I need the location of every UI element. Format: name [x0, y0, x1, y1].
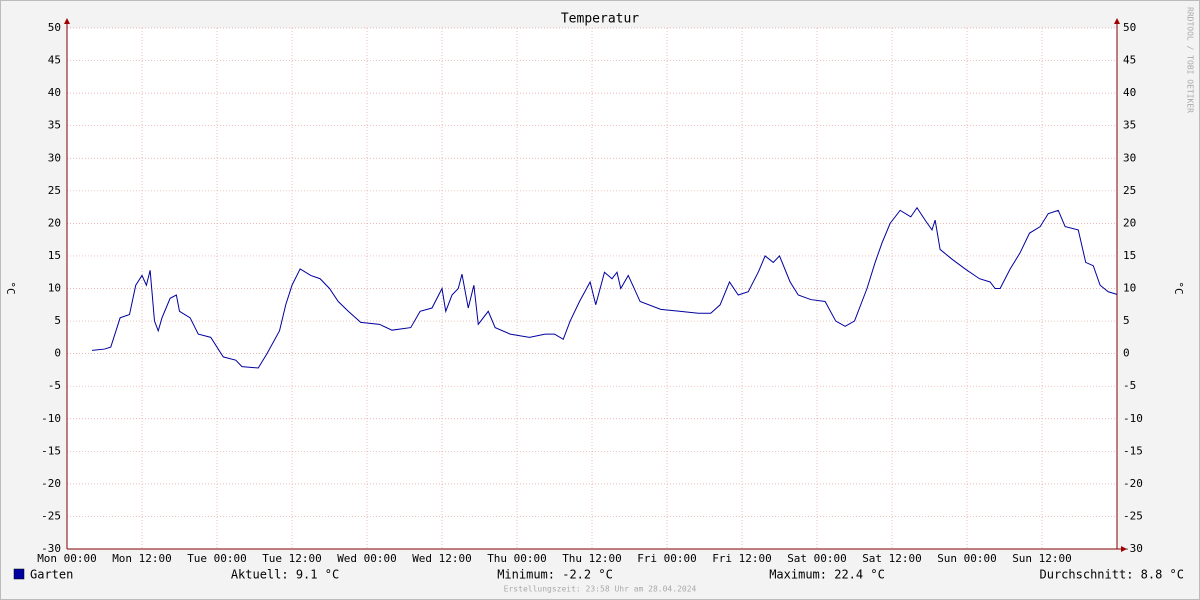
axis-arrow — [64, 18, 70, 24]
y2-tick-label: 20 — [1123, 216, 1136, 229]
y2-tick-label: 15 — [1123, 249, 1136, 262]
y2-tick-label: 25 — [1123, 184, 1136, 197]
legend-entry: Garten — [30, 568, 73, 582]
x-tick-label: Mon 00:00 — [37, 552, 97, 565]
y-tick-label: 10 — [48, 282, 61, 295]
y-tick-label: 45 — [48, 54, 61, 67]
y-axis-label: °C — [4, 281, 17, 294]
y2-tick-label: -30 — [1123, 542, 1143, 555]
y-tick-label: 25 — [48, 184, 61, 197]
y-tick-label: -25 — [41, 509, 61, 522]
y-tick-label: -15 — [41, 444, 61, 457]
y-tick-label: 40 — [48, 86, 61, 99]
y2-axis-label: °C — [1172, 281, 1185, 294]
y-tick-label: 35 — [48, 119, 61, 132]
y-tick-label: 5 — [54, 314, 61, 327]
y-tick-label: -20 — [41, 477, 61, 490]
y-tick-label: -10 — [41, 412, 61, 425]
y-tick-label: 30 — [48, 151, 61, 164]
legend-swatch — [13, 568, 25, 580]
x-tick-label: Thu 00:00 — [487, 552, 547, 565]
y-tick-label: -30 — [41, 542, 61, 555]
watermark: RRDTOOL / TOBI OETIKER — [1186, 7, 1195, 113]
x-tick-label: Sun 12:00 — [1012, 552, 1072, 565]
stat: Aktuell: 9.1 °C — [231, 568, 339, 582]
y2-tick-label: 40 — [1123, 86, 1136, 99]
y2-tick-label: -10 — [1123, 412, 1143, 425]
x-tick-label: Thu 12:00 — [562, 552, 622, 565]
x-tick-label: Sun 00:00 — [937, 552, 997, 565]
y2-tick-label: 30 — [1123, 151, 1136, 164]
stat: Maximum: 22.4 °C — [769, 568, 885, 582]
x-tick-label: Wed 00:00 — [337, 552, 397, 565]
y-tick-label: 0 — [54, 347, 61, 360]
x-tick-label: Mon 12:00 — [112, 552, 172, 565]
x-tick-label: Tue 12:00 — [262, 552, 322, 565]
y2-tick-label: -5 — [1123, 379, 1136, 392]
footer: Erstellungszeit: 23:58 Uhr am 28.04.2024 — [504, 585, 697, 594]
x-tick-label: Fri 12:00 — [712, 552, 772, 565]
axis-arrow — [1121, 546, 1127, 552]
x-tick-label: Tue 00:00 — [187, 552, 247, 565]
y-tick-label: -5 — [48, 379, 61, 392]
chart-title: Temperatur — [561, 12, 639, 27]
y2-tick-label: 50 — [1123, 21, 1136, 34]
y2-tick-label: -25 — [1123, 509, 1143, 522]
x-tick-label: Fri 00:00 — [637, 552, 697, 565]
x-tick-label: Sat 00:00 — [787, 552, 847, 565]
y2-tick-label: 10 — [1123, 282, 1136, 295]
stat: Minimum: -2.2 °C — [497, 568, 613, 582]
y-tick-label: 50 — [48, 21, 61, 34]
y2-tick-label: 45 — [1123, 54, 1136, 67]
y2-tick-label: -20 — [1123, 477, 1143, 490]
stat: Durchschnitt: 8.8 °C — [1040, 568, 1185, 582]
y-tick-label: 20 — [48, 216, 61, 229]
y2-tick-label: 0 — [1123, 347, 1130, 360]
y-tick-label: 15 — [48, 249, 61, 262]
x-tick-label: Wed 12:00 — [412, 552, 472, 565]
y2-tick-label: 5 — [1123, 314, 1130, 327]
y2-tick-label: -15 — [1123, 444, 1143, 457]
series-line — [91, 206, 1118, 369]
axis-arrow — [1114, 18, 1120, 24]
y2-tick-label: 35 — [1123, 119, 1136, 132]
x-tick-label: Sat 12:00 — [862, 552, 922, 565]
